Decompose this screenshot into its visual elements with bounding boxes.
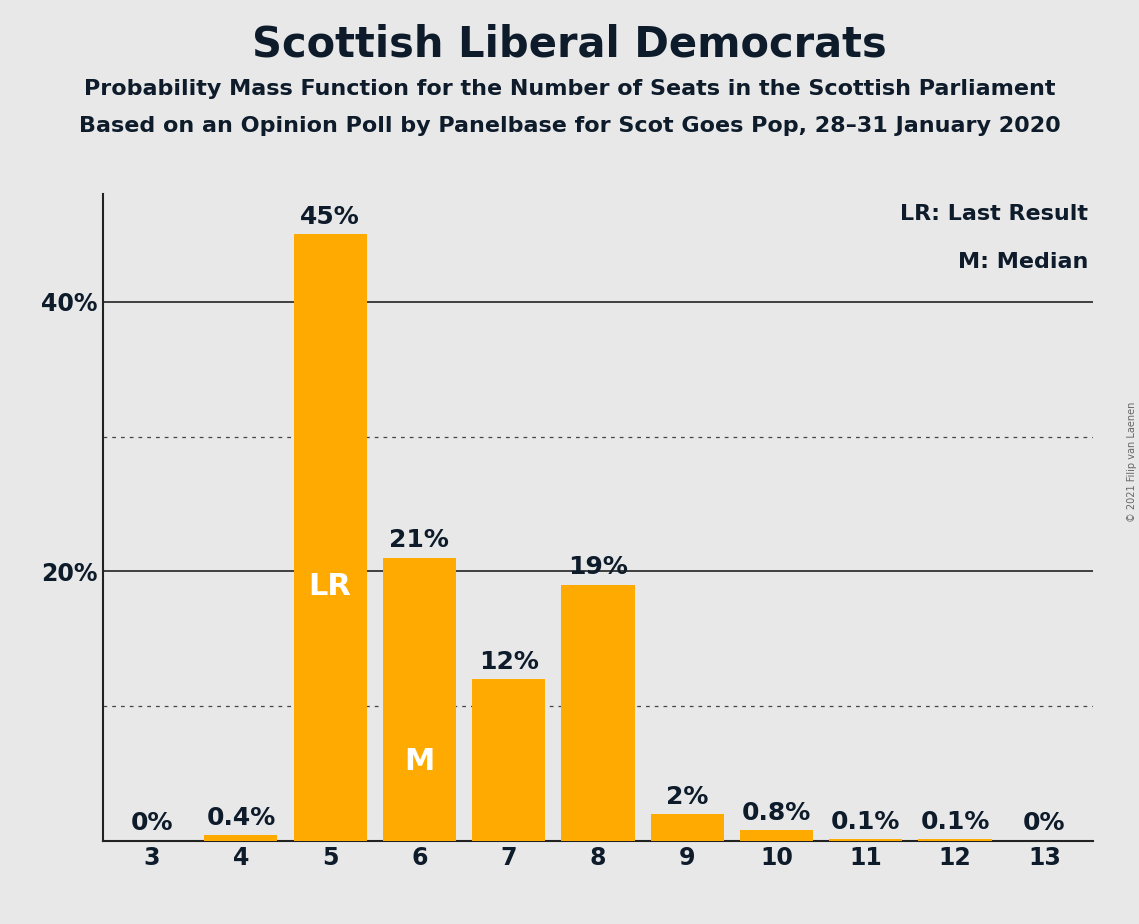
Bar (740, 830, 813, 841)
Bar (562, 585, 634, 841)
Text: © 2021 Filip van Laenen: © 2021 Filip van Laenen (1126, 402, 1137, 522)
Text: Scottish Liberal Democrats: Scottish Liberal Democrats (252, 23, 887, 65)
Bar (383, 558, 456, 841)
Bar (650, 814, 724, 841)
Text: 0%: 0% (130, 811, 173, 835)
Text: LR: Last Result: LR: Last Result (901, 204, 1089, 224)
Text: Based on an Opinion Poll by Panelbase for Scot Goes Pop, 28–31 January 2020: Based on an Opinion Poll by Panelbase fo… (79, 116, 1060, 136)
Text: Probability Mass Function for the Number of Seats in the Scottish Parliament: Probability Mass Function for the Number… (84, 79, 1055, 99)
Text: 45%: 45% (301, 205, 360, 229)
Text: 0.4%: 0.4% (206, 806, 276, 830)
Bar (204, 835, 278, 841)
Text: 21%: 21% (390, 529, 450, 553)
Text: M: M (404, 748, 435, 776)
Text: 2%: 2% (666, 784, 708, 808)
Text: 19%: 19% (568, 555, 628, 579)
Text: 0%: 0% (1023, 811, 1066, 835)
Text: 0.8%: 0.8% (741, 801, 811, 824)
Text: 12%: 12% (478, 650, 539, 674)
Text: 0.1%: 0.1% (831, 810, 901, 834)
Text: 0.1%: 0.1% (920, 810, 990, 834)
Text: M: Median: M: Median (958, 252, 1089, 273)
Bar (829, 840, 902, 841)
Text: LR: LR (309, 572, 352, 601)
Bar (918, 840, 992, 841)
Bar (294, 235, 367, 841)
Bar (472, 679, 546, 841)
